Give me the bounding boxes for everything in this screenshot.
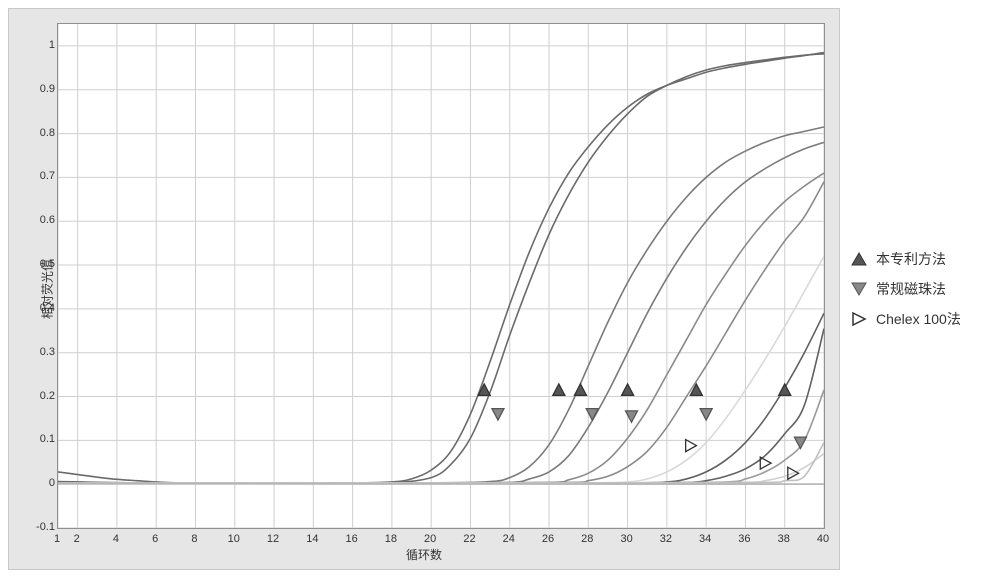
series-line: [58, 142, 824, 483]
chart-marker: [492, 409, 504, 420]
x-tick-label: 28: [581, 533, 593, 545]
y-tick-label: 0.9: [33, 83, 55, 95]
x-tick-label: 24: [503, 533, 515, 545]
plot-svg: [58, 24, 824, 528]
legend: 本专利方法 常规磁珠法 Chelex 100法: [840, 239, 1000, 339]
x-axis-label: 循环数: [406, 546, 442, 563]
x-tick-label: 30: [620, 533, 632, 545]
x-tick-label: 8: [191, 533, 197, 545]
series-line: [58, 173, 824, 483]
legend-label: 本专利方法: [876, 249, 946, 269]
x-tick-label: 32: [660, 533, 672, 545]
legend-item: 常规磁珠法: [850, 279, 1000, 299]
series-line: [58, 54, 824, 483]
series-line: [58, 313, 824, 483]
chart-marker: [794, 437, 806, 448]
y-tick-label: 0.4: [33, 302, 55, 314]
series-line: [58, 329, 824, 483]
chart-marker: [700, 409, 712, 420]
x-tick-label: 34: [699, 533, 711, 545]
series-line: [58, 256, 824, 483]
y-tick-label: 0.3: [33, 346, 55, 358]
y-tick-label: 0.8: [33, 127, 55, 139]
y-tick-label: 0: [33, 477, 55, 489]
legend-item: 本专利方法: [850, 249, 1000, 269]
chart-marker: [553, 384, 565, 395]
chart-marker: [686, 440, 697, 452]
legend-item: Chelex 100法: [850, 309, 1000, 329]
x-tick-label: 18: [385, 533, 397, 545]
x-tick-label: 20: [424, 533, 436, 545]
x-tick-label: 40: [817, 533, 829, 545]
x-tick-label: 4: [113, 533, 119, 545]
series-line: [58, 182, 824, 483]
y-tick-label: 0.7: [33, 170, 55, 182]
x-tick-label: 2: [74, 533, 80, 545]
series-line: [58, 453, 824, 482]
series-line: [58, 483, 824, 484]
legend-label: Chelex 100法: [876, 309, 961, 329]
y-tick-label: -0.1: [33, 521, 55, 533]
y-tick-label: 0.6: [33, 214, 55, 226]
series-line: [58, 390, 824, 483]
x-tick-label: 36: [738, 533, 750, 545]
chart-marker: [690, 384, 702, 395]
x-tick-label: 38: [778, 533, 790, 545]
y-tick-label: 0.2: [33, 390, 55, 402]
y-tick-label: 1: [33, 39, 55, 51]
x-tick-label: 12: [267, 533, 279, 545]
plot-area: [57, 23, 825, 529]
triangle-up-filled-icon: [850, 250, 868, 268]
triangle-down-filled-icon: [850, 280, 868, 298]
x-tick-label: 14: [306, 533, 318, 545]
plot-panel: 相对荧光值 循环数 -0.100.10.20.30.40.50.60.70.80…: [8, 8, 840, 570]
x-tick-label: 6: [152, 533, 158, 545]
chart-marker: [574, 384, 586, 395]
series-line: [58, 127, 824, 483]
triangle-hollow-icon: [850, 310, 868, 328]
x-tick-label: 1: [54, 533, 60, 545]
x-tick-label: 16: [345, 533, 357, 545]
series-line: [58, 52, 824, 482]
legend-label: 常规磁珠法: [876, 279, 946, 299]
x-tick-label: 22: [463, 533, 475, 545]
chart-marker: [622, 384, 634, 395]
chart-marker: [779, 384, 791, 395]
x-tick-label: 26: [542, 533, 554, 545]
x-tick-label: 10: [228, 533, 240, 545]
chart-container: 相对荧光值 循环数 -0.100.10.20.30.40.50.60.70.80…: [0, 0, 1000, 578]
y-tick-label: 0.5: [33, 258, 55, 270]
y-tick-label: 0.1: [33, 433, 55, 445]
